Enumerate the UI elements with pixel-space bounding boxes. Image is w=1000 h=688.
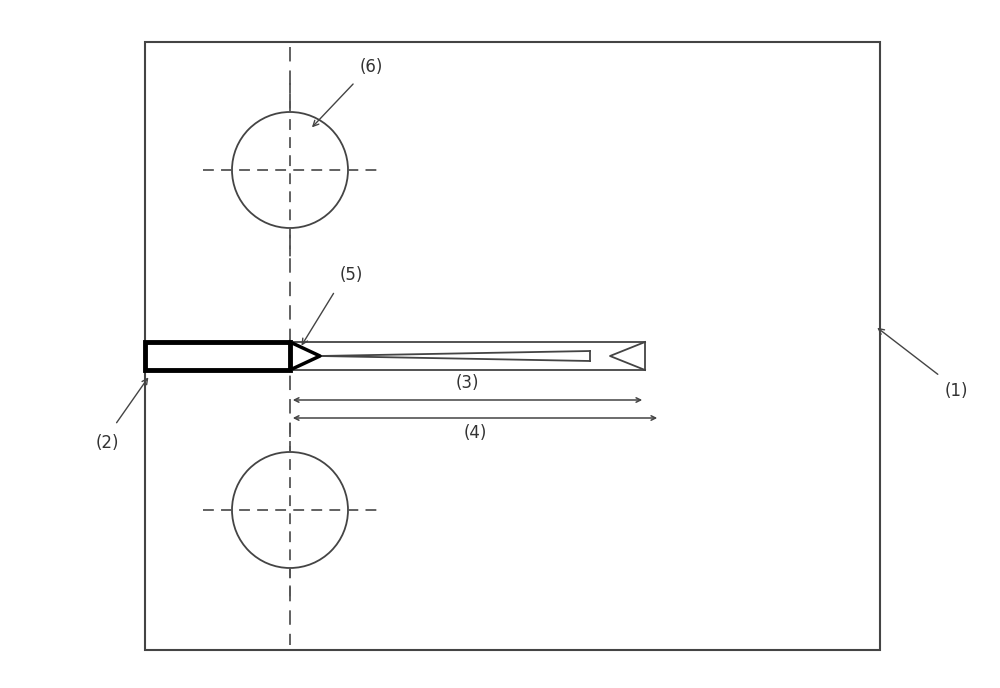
Text: (4): (4) — [463, 424, 487, 442]
Text: (1): (1) — [945, 382, 968, 400]
Bar — [145, 42, 880, 650]
Text: (3): (3) — [456, 374, 479, 392]
Text: (6): (6) — [360, 58, 383, 76]
Text: (5): (5) — [340, 266, 363, 284]
Ellipse shape — [232, 112, 348, 228]
Ellipse shape — [232, 452, 348, 568]
Text: (2): (2) — [95, 434, 119, 452]
Bar — [145, 342, 290, 370]
